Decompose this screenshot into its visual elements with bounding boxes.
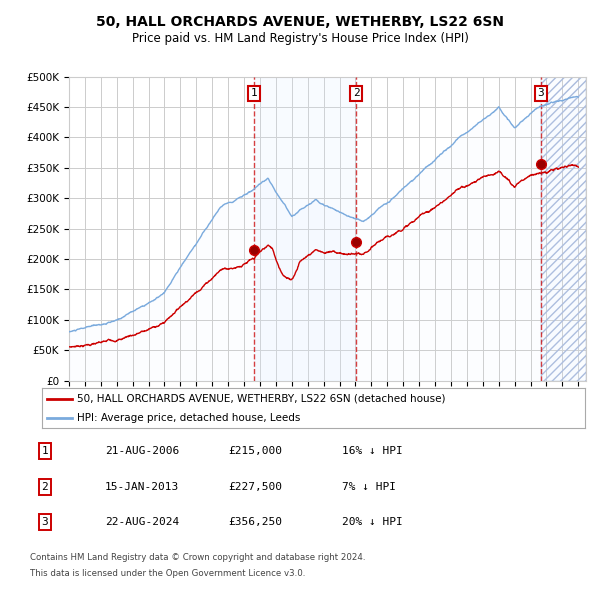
Text: £215,000: £215,000 [228, 447, 282, 456]
Text: 3: 3 [41, 517, 49, 527]
Text: HPI: Average price, detached house, Leeds: HPI: Average price, detached house, Leed… [77, 413, 301, 422]
Text: 16% ↓ HPI: 16% ↓ HPI [342, 447, 403, 456]
Text: £227,500: £227,500 [228, 482, 282, 491]
Text: Price paid vs. HM Land Registry's House Price Index (HPI): Price paid vs. HM Land Registry's House … [131, 32, 469, 45]
Text: 21-AUG-2006: 21-AUG-2006 [105, 447, 179, 456]
Text: 2: 2 [353, 88, 359, 99]
Text: This data is licensed under the Open Government Licence v3.0.: This data is licensed under the Open Gov… [30, 569, 305, 578]
Text: 22-AUG-2024: 22-AUG-2024 [105, 517, 179, 527]
Text: 15-JAN-2013: 15-JAN-2013 [105, 482, 179, 491]
Bar [254, 77, 356, 381]
Text: 7% ↓ HPI: 7% ↓ HPI [342, 482, 396, 491]
Text: £356,250: £356,250 [228, 517, 282, 527]
Text: 1: 1 [251, 88, 257, 99]
Text: 50, HALL ORCHARDS AVENUE, WETHERBY, LS22 6SN (detached house): 50, HALL ORCHARDS AVENUE, WETHERBY, LS22… [77, 394, 446, 404]
Text: 20% ↓ HPI: 20% ↓ HPI [342, 517, 403, 527]
Text: 1: 1 [41, 447, 49, 456]
Bar [541, 77, 586, 381]
Text: Contains HM Land Registry data © Crown copyright and database right 2024.: Contains HM Land Registry data © Crown c… [30, 553, 365, 562]
Text: 50, HALL ORCHARDS AVENUE, WETHERBY, LS22 6SN: 50, HALL ORCHARDS AVENUE, WETHERBY, LS22… [96, 15, 504, 29]
Text: 2: 2 [41, 482, 49, 491]
Text: 3: 3 [538, 88, 544, 99]
Bar [541, 77, 586, 381]
